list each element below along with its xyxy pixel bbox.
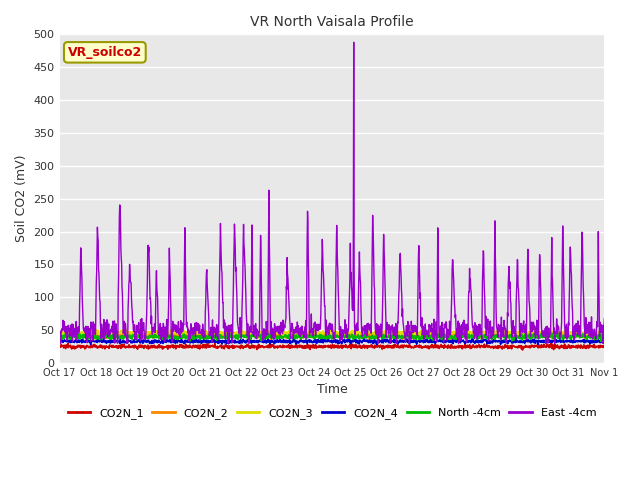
Line: CO2N_3: CO2N_3 xyxy=(60,328,604,337)
North -4cm xyxy=(536,334,543,339)
North -4cm xyxy=(554,330,561,336)
CO2N_2 xyxy=(117,337,125,343)
North -4cm xyxy=(238,333,246,338)
CO2N_4 xyxy=(373,342,381,348)
CO2N_3 xyxy=(164,330,172,336)
CO2N_1 xyxy=(488,344,496,349)
CO2N_2 xyxy=(488,332,496,337)
East -4cm xyxy=(56,327,63,333)
Line: North -4cm: North -4cm xyxy=(60,333,604,341)
CO2N_2 xyxy=(178,333,186,338)
X-axis label: Time: Time xyxy=(317,384,348,396)
Text: VR_soilco2: VR_soilco2 xyxy=(68,46,142,59)
Legend: CO2N_1, CO2N_2, CO2N_3, CO2N_4, North -4cm, East -4cm: CO2N_1, CO2N_2, CO2N_3, CO2N_4, North -4… xyxy=(63,403,600,423)
CO2N_3 xyxy=(417,328,424,334)
East -4cm xyxy=(488,324,496,330)
CO2N_1 xyxy=(417,344,424,349)
CO2N_4 xyxy=(56,337,63,343)
CO2N_3 xyxy=(488,330,495,336)
CO2N_2 xyxy=(417,333,425,338)
CO2N_3 xyxy=(56,332,63,338)
East -4cm xyxy=(600,316,608,322)
North -4cm xyxy=(56,331,63,337)
North -4cm xyxy=(488,334,495,339)
CO2N_1 xyxy=(56,344,63,350)
East -4cm xyxy=(417,317,425,323)
CO2N_1 xyxy=(519,347,527,353)
CO2N_1 xyxy=(600,342,608,348)
CO2N_3 xyxy=(177,333,184,338)
Line: CO2N_1: CO2N_1 xyxy=(60,343,604,350)
CO2N_4 xyxy=(512,336,520,341)
East -4cm xyxy=(57,340,65,346)
CO2N_2 xyxy=(90,329,97,335)
CO2N_4 xyxy=(417,338,424,344)
North -4cm xyxy=(600,335,608,340)
Line: East -4cm: East -4cm xyxy=(60,42,604,343)
North -4cm xyxy=(164,336,172,342)
CO2N_1 xyxy=(177,344,184,349)
CO2N_4 xyxy=(164,338,172,344)
CO2N_4 xyxy=(177,338,184,344)
CO2N_4 xyxy=(488,339,496,345)
East -4cm xyxy=(177,328,185,334)
CO2N_1 xyxy=(238,344,246,350)
Line: CO2N_4: CO2N_4 xyxy=(60,338,604,345)
CO2N_2 xyxy=(239,333,246,339)
CO2N_3 xyxy=(536,332,543,337)
CO2N_2 xyxy=(164,335,172,340)
CO2N_4 xyxy=(600,338,608,344)
CO2N_1 xyxy=(536,343,544,348)
Title: VR North Vaisala Profile: VR North Vaisala Profile xyxy=(250,15,414,29)
CO2N_1 xyxy=(164,345,172,350)
East -4cm xyxy=(350,39,358,45)
North -4cm xyxy=(177,336,184,341)
East -4cm xyxy=(164,331,172,337)
East -4cm xyxy=(536,278,544,284)
CO2N_3 xyxy=(582,335,589,340)
Y-axis label: Soil CO2 (mV): Soil CO2 (mV) xyxy=(15,155,28,242)
CO2N_2 xyxy=(56,333,63,338)
CO2N_2 xyxy=(600,333,608,339)
East -4cm xyxy=(238,304,246,310)
CO2N_3 xyxy=(550,325,558,331)
CO2N_3 xyxy=(600,327,608,333)
CO2N_4 xyxy=(536,338,544,344)
CO2N_1 xyxy=(204,340,211,346)
CO2N_4 xyxy=(238,338,246,344)
North -4cm xyxy=(417,335,424,340)
CO2N_3 xyxy=(238,332,246,337)
CO2N_2 xyxy=(536,332,544,337)
North -4cm xyxy=(597,338,605,344)
Line: CO2N_2: CO2N_2 xyxy=(60,332,604,340)
